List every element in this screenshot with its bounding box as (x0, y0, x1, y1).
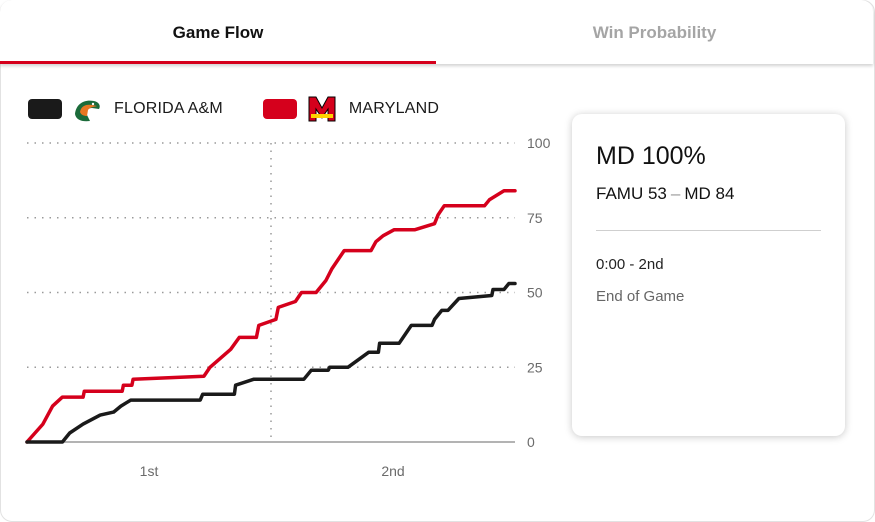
chart-legend: FLORIDA A&M MARYLAND (28, 94, 479, 124)
maryland-logo-icon (308, 96, 336, 122)
game-status: End of Game (596, 288, 685, 305)
series-line-florida-a-m (25, 281, 517, 444)
game-flow-chart: 0 25 50 75 100 1st 2nd (25, 135, 551, 479)
y-tick-label: 75 (527, 210, 543, 226)
legend-label-maryland: MARYLAND (348, 100, 440, 117)
y-tick-label: 0 (527, 434, 535, 450)
divider (596, 230, 821, 231)
tab-game-flow[interactable]: Game Flow (0, 0, 436, 64)
tab-bar: Game Flow Win Probability (0, 0, 873, 64)
x-tick-label: 2nd (381, 463, 404, 479)
x-tick-label: 1st (140, 463, 159, 479)
series-line-maryland (25, 189, 517, 444)
famu-swatch (28, 99, 62, 119)
famu-logo-icon (75, 100, 100, 122)
maryland-swatch (262, 99, 297, 119)
win-probability: MD 100% (596, 142, 706, 170)
home-score: 84 (715, 184, 735, 203)
y-tick-label: 100 (527, 135, 551, 151)
away-abbr: FAMU (596, 184, 644, 203)
y-tick-label: 25 (527, 359, 543, 375)
away-score: 53 (647, 184, 667, 203)
game-summary-card: MD 100% FAMU 53– MD 84 0:00 - 2nd End of … (572, 114, 845, 436)
tab-win-probability[interactable]: Win Probability (592, 23, 717, 42)
final-score: FAMU 53– MD 84 (596, 184, 735, 203)
game-clock: 0:00 - 2nd (596, 256, 664, 273)
legend-label-famu: FLORIDA A&M (114, 100, 223, 117)
y-tick-label: 50 (527, 285, 543, 301)
home-abbr: MD (684, 184, 711, 203)
